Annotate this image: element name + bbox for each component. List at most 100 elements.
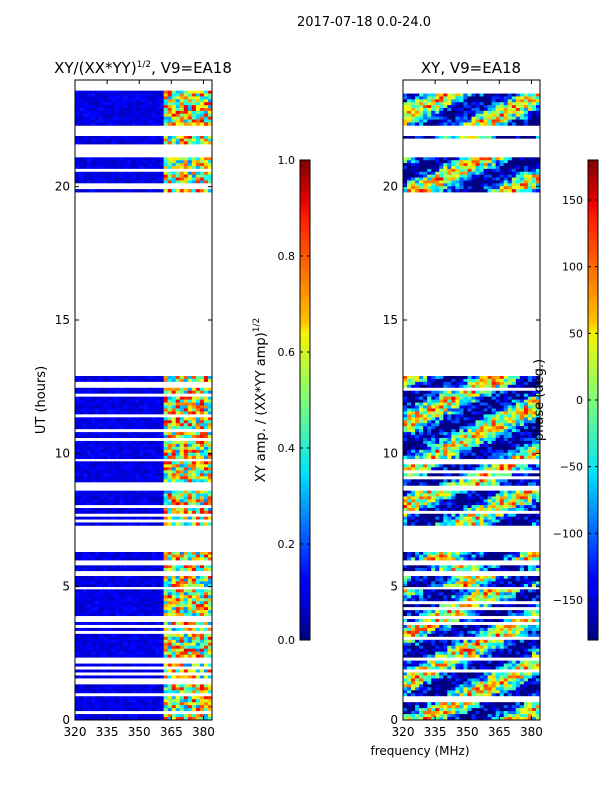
amplitude-heatmap-cell (95, 166, 100, 170)
amplitude-heatmap-cell (207, 429, 212, 433)
amplitude-heatmap-cell (91, 443, 96, 448)
amplitude-heatmap-cell (111, 699, 116, 703)
amplitude-heatmap-cell (131, 657, 137, 662)
amplitude-heatmap-cell (107, 479, 112, 483)
phase-heatmap-cell (511, 633, 517, 638)
amplitude-heatmap-cell (147, 102, 153, 106)
phase-heatmap-cell (527, 630, 533, 635)
amplitude-heatmap-cell (195, 627, 201, 632)
amplitude-heatmap-cell (163, 160, 169, 164)
amplitude-heatmap-cell (75, 696, 80, 700)
phase-heatmap-cell (527, 595, 533, 599)
amplitude-heatmap-cell (131, 180, 137, 184)
amplitude-heatmap-cell (199, 157, 205, 161)
amplitude-heatmap-cell (183, 136, 189, 140)
amplitude-heatmap-cell (131, 160, 137, 164)
amplitude-heatmap-cell (203, 93, 209, 97)
phase-heatmap-cell (471, 595, 477, 599)
amplitude-heatmap-cell (127, 601, 133, 605)
amplitude-heatmap-cell (139, 636, 145, 641)
phase-heatmap-cell (447, 613, 452, 617)
amplitude-heatmap-cell (135, 189, 141, 193)
amplitude-heatmap-cell (207, 387, 212, 392)
amplitude-heatmap-cell (191, 420, 197, 424)
amplitude-heatmap-cell (167, 479, 173, 483)
amplitude-heatmap-cell (175, 402, 181, 406)
amplitude-heatmap-cell (207, 604, 212, 608)
amplitude-heatmap-cell (115, 557, 120, 561)
amplitude-heatmap-cell (143, 678, 149, 682)
amplitude-heatmap-cell (203, 595, 209, 599)
amplitude-heatmap-cell (123, 110, 128, 115)
amplitude-heatmap-cell (203, 633, 209, 638)
amplitude-heatmap-cell (111, 630, 116, 635)
amplitude-heatmap-cell (103, 699, 108, 703)
amplitude-heatmap-cell (99, 163, 104, 167)
amplitude-heatmap-cell (95, 482, 100, 486)
amplitude-heatmap-cell (119, 565, 124, 569)
amplitude-heatmap-cell (123, 390, 128, 395)
phase-heatmap-cell (487, 633, 493, 638)
amplitude-heatmap-cell (103, 557, 108, 561)
amplitude-heatmap-cell (179, 651, 185, 656)
amplitude-heatmap-cell (139, 696, 145, 700)
amplitude-heatmap-cell (103, 645, 108, 650)
phase-heatmap-cell (423, 639, 428, 644)
amplitude-heatmap-cell (163, 711, 169, 715)
amplitude-heatmap-cell (195, 136, 201, 140)
amplitude-heatmap-cell (171, 449, 177, 454)
amplitude-heatmap-cell (103, 417, 108, 421)
amplitude-heatmap-cell (175, 432, 181, 436)
amplitude-heatmap-cell (127, 578, 133, 582)
phase-heatmap-cell (475, 627, 481, 632)
amplitude-heatmap-cell (139, 473, 145, 477)
amplitude-heatmap-cell (143, 619, 149, 623)
phase-heatmap-cell (431, 622, 436, 626)
amplitude-heatmap-cell (99, 499, 104, 503)
amplitude-heatmap-cell (99, 648, 104, 653)
amplitude-heatmap-cell (175, 622, 181, 626)
amplitude-heatmap-cell (107, 639, 112, 644)
amplitude-heatmap-cell (127, 408, 133, 412)
amplitude-heatmap-cell (79, 568, 84, 572)
phase-heatmap-cell (527, 622, 533, 626)
amplitude-heatmap-cell (179, 171, 185, 176)
amplitude-heatmap-cell (111, 138, 116, 142)
amplitude-heatmap-cell (87, 681, 92, 685)
amplitude-heatmap-cell (147, 183, 153, 187)
amplitude-heatmap-cell (171, 429, 177, 433)
phase-heatmap-cell (471, 636, 477, 641)
amplitude-heatmap-cell (191, 666, 197, 670)
amplitude-heatmap-cell (183, 174, 189, 178)
amplitude-heatmap-cell (139, 678, 145, 682)
amplitude-heatmap-cell (79, 627, 84, 632)
amplitude-heatmap-cell (159, 467, 165, 471)
amplitude-heatmap-cell (95, 177, 100, 181)
amplitude-heatmap-cell (155, 378, 161, 383)
amplitude-heatmap-cell (115, 699, 120, 703)
amplitude-heatmap-cell (151, 505, 157, 509)
amplitude-heatmap-cell (183, 687, 189, 691)
amplitude-heatmap-cell (87, 565, 92, 569)
amplitude-heatmap-cell (147, 113, 153, 118)
amplitude-heatmap-cell (95, 414, 100, 418)
amplitude-heatmap-cell (103, 122, 108, 126)
amplitude-heatmap-cell (103, 522, 108, 526)
amplitude-heatmap-cell (143, 399, 149, 403)
amplitude-heatmap-cell (111, 702, 116, 706)
amplitude-heatmap-cell (175, 619, 181, 623)
amplitude-heatmap-cell (107, 435, 112, 439)
amplitude-heatmap-cell (107, 482, 112, 486)
amplitude-heatmap-cell (135, 102, 141, 106)
amplitude-heatmap-cell (107, 429, 112, 433)
amplitude-heatmap-cell (191, 613, 197, 617)
amplitude-heatmap-cell (187, 396, 193, 401)
amplitude-heatmap-cell (187, 467, 193, 471)
amplitude-heatmap-cell (147, 576, 153, 580)
amplitude-heatmap-cell (147, 505, 153, 509)
amplitude-heatmap-cell (167, 714, 173, 718)
amplitude-heatmap-cell (183, 449, 189, 454)
amplitude-heatmap-cell (87, 102, 92, 106)
amplitude-heatmap-cell (155, 627, 161, 632)
phase-heatmap-cell (431, 589, 436, 593)
